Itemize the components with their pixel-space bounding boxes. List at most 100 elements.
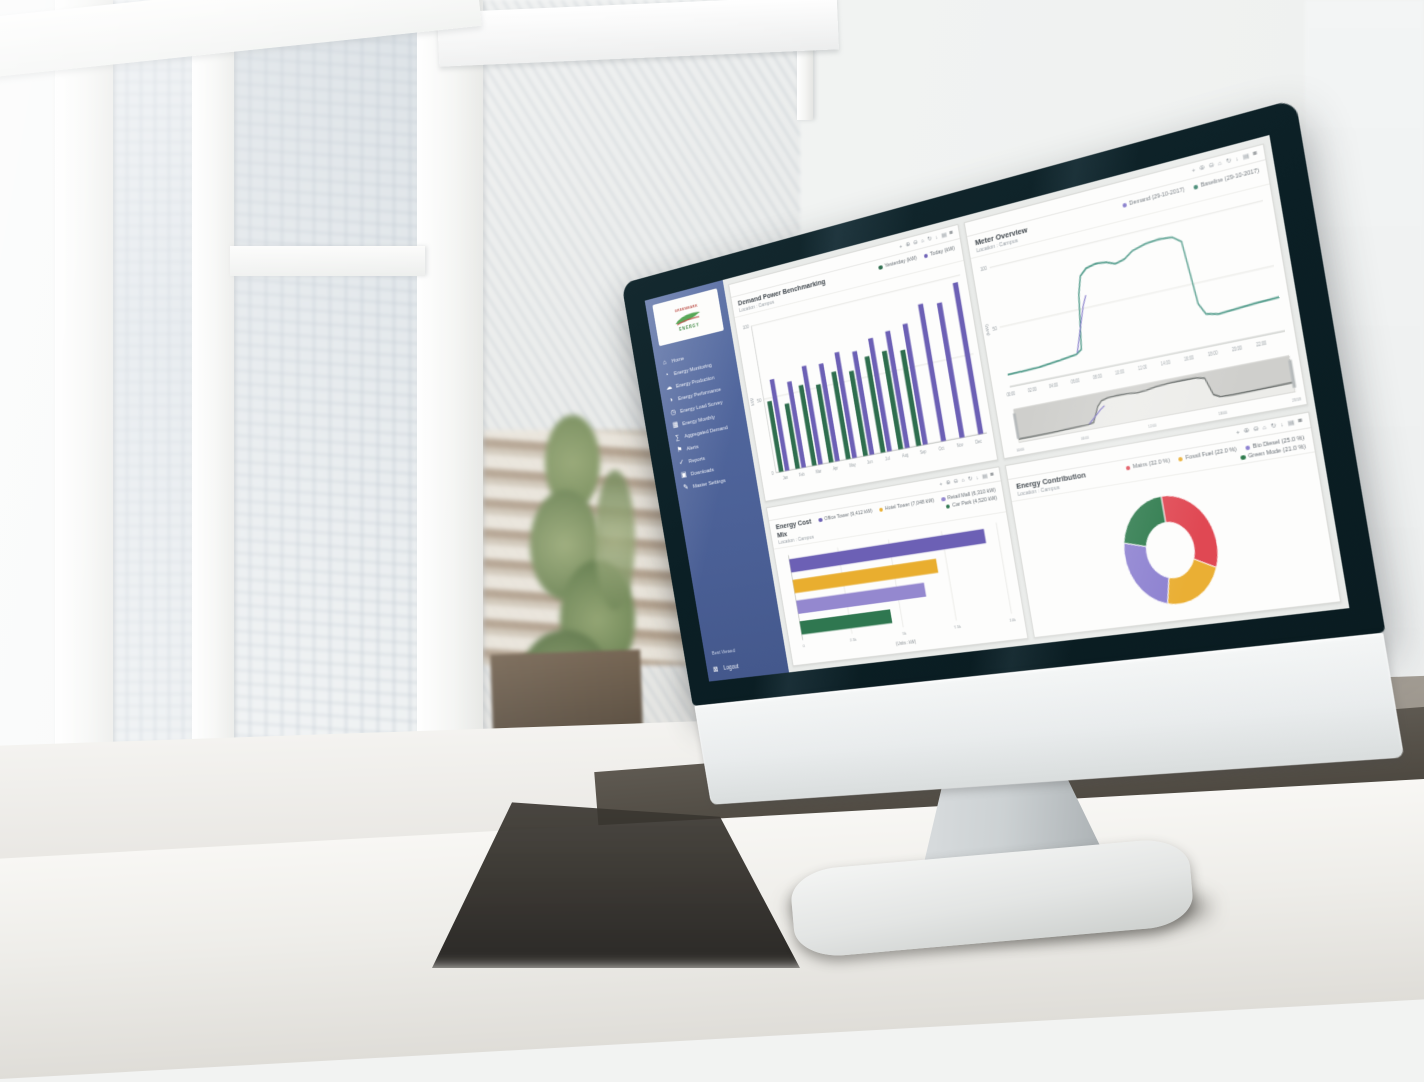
home-view-icon[interactable]: ⌂ bbox=[1262, 424, 1268, 432]
download-icon[interactable]: ↓ bbox=[1279, 421, 1285, 429]
legend-dot bbox=[940, 496, 946, 502]
panel-meter-overview: + ⊕ ⊖ ⌂ ↻ ↓ ▤ ≡ Meter Overview Location : Campu… bbox=[963, 143, 1309, 460]
refresh-icon[interactable]: ↻ bbox=[927, 235, 933, 243]
download-icon[interactable]: ↓ bbox=[1234, 155, 1240, 163]
donut-slice-mains[interactable] bbox=[1161, 489, 1221, 573]
performance-icon: ◑ bbox=[668, 395, 674, 405]
zoom-out-icon[interactable]: ⊖ bbox=[1252, 425, 1259, 434]
monitor: GREENMARK ENERGY ⌂ Home ◔ Energy Monitoring… bbox=[621, 98, 1407, 807]
legend-entry[interactable]: Office Tower (9,412 kW) bbox=[818, 508, 873, 523]
line-chart: 50 100 (kW) 00:00 02:00 04:00 06:00 08:00 10:00 1… bbox=[971, 184, 1307, 458]
pan-icon[interactable]: + bbox=[898, 243, 903, 250]
legend-dot bbox=[945, 504, 951, 510]
svg-text:Sep: Sep bbox=[920, 449, 928, 456]
svg-text:18:00: 18:00 bbox=[1208, 350, 1218, 357]
svg-text:08:00: 08:00 bbox=[1093, 374, 1103, 381]
zoom-out-icon[interactable]: ⊖ bbox=[912, 239, 918, 247]
zoom-out-icon[interactable]: ⊖ bbox=[953, 478, 959, 485]
legend-dot bbox=[878, 264, 883, 271]
legend-entry[interactable]: Yesterday (kW) bbox=[878, 255, 917, 271]
svg-text:Jul: Jul bbox=[885, 455, 890, 461]
pan-icon[interactable]: + bbox=[1235, 428, 1241, 437]
legend-label: Yesterday (kW) bbox=[884, 255, 918, 270]
svg-text:12:00: 12:00 bbox=[1148, 423, 1157, 429]
sidebar-item-label: Home bbox=[671, 354, 685, 365]
monitoring-icon: ◔ bbox=[664, 370, 670, 380]
svg-text:02:00: 02:00 bbox=[1028, 387, 1037, 394]
home-view-icon[interactable]: ⌂ bbox=[1217, 159, 1223, 168]
svg-text:06:00: 06:00 bbox=[1081, 435, 1090, 441]
zoom-in-icon[interactable]: ⊕ bbox=[945, 479, 951, 487]
svg-text:04:00: 04:00 bbox=[1049, 383, 1058, 390]
svg-text:(kW): (kW) bbox=[984, 323, 990, 336]
legend-dot bbox=[818, 517, 823, 523]
grid-icon[interactable]: ▤ bbox=[940, 231, 947, 239]
svg-text:Jan: Jan bbox=[782, 475, 788, 481]
donut-slice-green-mode[interactable] bbox=[1117, 496, 1169, 549]
svg-text:Apr: Apr bbox=[833, 465, 839, 472]
zoom-in-icon[interactable]: ⊕ bbox=[1198, 164, 1206, 173]
logout-label: Logout bbox=[723, 663, 740, 672]
svg-text:5k: 5k bbox=[902, 630, 907, 636]
load-icon: ◷ bbox=[669, 407, 677, 417]
grid-icon[interactable]: ▤ bbox=[981, 473, 988, 480]
legend-entry[interactable]: Mains (32.0 %) bbox=[1125, 458, 1171, 472]
hbar-chart: 0 2.5k 5k 7.5k 10k (Units : kW) bbox=[774, 512, 1027, 665]
panel-energy-cost-mix: + ⊕ ⊖ ⌂ ↻ ↓ ▤ ≡ Energy Cost Mix Location : Camp… bbox=[766, 466, 1029, 667]
menu-icon[interactable]: ≡ bbox=[949, 228, 954, 237]
legend-dot bbox=[1125, 465, 1131, 471]
svg-text:50: 50 bbox=[757, 397, 762, 404]
svg-text:Aug: Aug bbox=[902, 452, 909, 459]
svg-text:10k: 10k bbox=[1009, 616, 1016, 622]
svg-text:00:00: 00:00 bbox=[1007, 391, 1016, 397]
grid-icon[interactable]: ▤ bbox=[1242, 152, 1250, 161]
screen: GREENMARK ENERGY ⌂ Home ◔ Energy Monitoring… bbox=[644, 134, 1350, 682]
legend-entry[interactable]: Fossil Fuel (22.0 %) bbox=[1177, 447, 1237, 463]
svg-text:Jun: Jun bbox=[867, 459, 873, 466]
legend-dot bbox=[1240, 454, 1246, 461]
pan-icon[interactable]: + bbox=[1191, 166, 1196, 175]
donut-slice-bio-diesel[interactable] bbox=[1123, 538, 1174, 608]
monthly-icon: ▦ bbox=[671, 420, 679, 430]
refresh-icon[interactable]: ↻ bbox=[1270, 422, 1277, 430]
svg-text:23:59: 23:59 bbox=[1292, 397, 1302, 404]
zoom-in-icon[interactable]: ⊕ bbox=[905, 241, 911, 249]
zoom-out-icon[interactable]: ⊖ bbox=[1208, 161, 1215, 170]
production-icon: ☁ bbox=[665, 382, 673, 392]
svg-text:20:00: 20:00 bbox=[1232, 346, 1243, 353]
legend-label: Today (kW) bbox=[929, 245, 956, 258]
refresh-icon[interactable]: ↻ bbox=[967, 475, 973, 483]
svg-text:18:00: 18:00 bbox=[1218, 410, 1227, 417]
svg-text:22:00: 22:00 bbox=[1256, 341, 1267, 348]
svg-text:0: 0 bbox=[802, 643, 805, 648]
legend-entry[interactable]: Today (kW) bbox=[923, 246, 955, 260]
svg-text:100: 100 bbox=[742, 324, 749, 332]
menu-icon[interactable]: ≡ bbox=[1252, 149, 1258, 159]
home-view-icon[interactable]: ⌂ bbox=[961, 477, 966, 484]
legend-dot bbox=[923, 253, 929, 259]
svg-text:Dec: Dec bbox=[975, 438, 982, 445]
menu-icon[interactable]: ≡ bbox=[989, 470, 995, 479]
svg-text:14:00: 14:00 bbox=[1161, 360, 1171, 367]
menu-icon[interactable]: ≡ bbox=[1297, 416, 1304, 426]
legend-label: Office Tower (9,412 kW) bbox=[823, 508, 873, 523]
svg-text:Nov: Nov bbox=[956, 442, 964, 449]
svg-text:100: 100 bbox=[980, 265, 988, 273]
alerts-icon: ⚑ bbox=[676, 445, 683, 455]
bar-chart: 0 50 100 kW Jan Feb Mar Apr May Jun Jul Aug Sep Oct No… bbox=[735, 261, 997, 501]
panel-demand-benchmarking: + ⊕ ⊖ ⌂ ↻ ↓ ▤ ≡ Demand Power Benchmarking Locat… bbox=[728, 223, 999, 503]
svg-text:7.5k: 7.5k bbox=[953, 623, 961, 629]
svg-text:00:00: 00:00 bbox=[1016, 447, 1024, 453]
legend-entry[interactable]: Hotel Tower (7,048 kW) bbox=[878, 498, 935, 513]
grid-icon[interactable]: ▤ bbox=[1287, 419, 1295, 428]
pan-icon[interactable]: + bbox=[939, 480, 943, 488]
sidebar-item-label: Alerts bbox=[686, 443, 699, 452]
legend-dot bbox=[1192, 184, 1199, 191]
download-icon[interactable]: ↓ bbox=[934, 233, 939, 241]
home-view-icon[interactable]: ⌂ bbox=[920, 237, 925, 245]
download-icon[interactable]: ↓ bbox=[975, 474, 980, 482]
zoom-in-icon[interactable]: ⊕ bbox=[1243, 427, 1250, 435]
svg-text:2.5k: 2.5k bbox=[849, 636, 856, 642]
refresh-icon[interactable]: ↻ bbox=[1225, 157, 1232, 166]
svg-text:kW: kW bbox=[750, 397, 756, 406]
